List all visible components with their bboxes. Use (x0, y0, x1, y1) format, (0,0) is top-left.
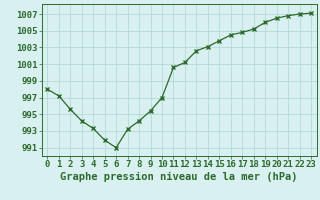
X-axis label: Graphe pression niveau de la mer (hPa): Graphe pression niveau de la mer (hPa) (60, 172, 298, 182)
